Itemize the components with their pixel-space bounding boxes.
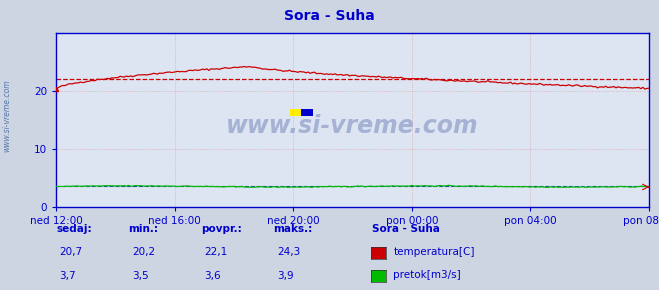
Text: pretok[m3/s]: pretok[m3/s] <box>393 271 461 280</box>
Text: Sora - Suha: Sora - Suha <box>372 224 440 234</box>
Text: 3,9: 3,9 <box>277 271 293 280</box>
Text: 3,6: 3,6 <box>204 271 221 280</box>
Text: 22,1: 22,1 <box>204 247 227 257</box>
Text: 20,2: 20,2 <box>132 247 155 257</box>
Text: 24,3: 24,3 <box>277 247 300 257</box>
Text: povpr.:: povpr.: <box>201 224 242 234</box>
Text: temperatura[C]: temperatura[C] <box>393 247 475 257</box>
Text: www.si-vreme.com: www.si-vreme.com <box>2 80 11 152</box>
Text: Sora - Suha: Sora - Suha <box>284 9 375 23</box>
Text: 3,5: 3,5 <box>132 271 148 280</box>
Text: 3,7: 3,7 <box>59 271 76 280</box>
Text: sedaj:: sedaj: <box>56 224 92 234</box>
Text: www.si-vreme.com: www.si-vreme.com <box>226 114 479 137</box>
Text: min.:: min.: <box>129 224 159 234</box>
Text: maks.:: maks.: <box>273 224 313 234</box>
Text: 20,7: 20,7 <box>59 247 82 257</box>
